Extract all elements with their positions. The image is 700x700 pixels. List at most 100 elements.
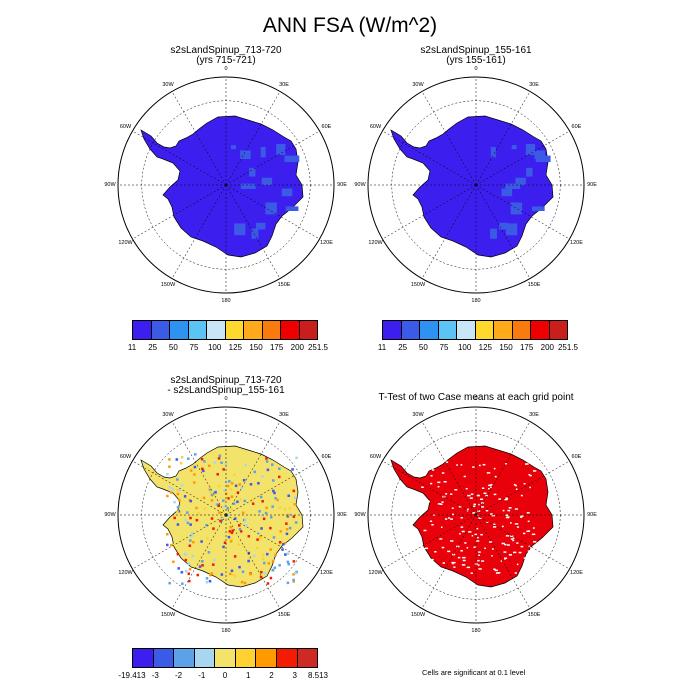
- panel-title-1: s2sLandSpinup_713-720: [170, 45, 282, 56]
- diff-cell: [273, 566, 277, 570]
- insignificant-cell: [450, 493, 453, 495]
- insignificant-cell: [488, 487, 490, 490]
- lon-label-30w: 30W: [162, 411, 174, 418]
- insignificant-cell: [421, 567, 424, 569]
- insignificant-cell: [471, 535, 474, 537]
- insignificant-cell: [481, 560, 485, 562]
- diff-cell: [168, 458, 171, 461]
- insignificant-cell: [440, 526, 443, 529]
- insignificant-cell: [461, 564, 466, 566]
- colorbar-label: 150: [499, 343, 513, 352]
- diff-cell: [179, 461, 183, 465]
- field-patch: [535, 155, 551, 163]
- diff-cell: [274, 553, 277, 556]
- insignificant-cell: [483, 492, 487, 495]
- diff-cell: [247, 535, 251, 538]
- insignificant-cell: [488, 484, 492, 487]
- antarctica-field: [140, 115, 304, 258]
- lon-label-60e: 60E: [571, 124, 582, 130]
- panel-subtitle-3: - s2sLandSpinup_155-161: [167, 385, 285, 396]
- diff-cell: [287, 562, 290, 566]
- diff-cell: [195, 506, 198, 510]
- colorbar-label: 0: [222, 671, 228, 680]
- lon-label-90e: 90E: [337, 512, 347, 518]
- insignificant-cell: [468, 531, 472, 533]
- diff-cell: [198, 565, 202, 568]
- diff-cell: [271, 569, 275, 572]
- diff-cell: [208, 486, 212, 489]
- insignificant-cell: [470, 493, 474, 495]
- diff-cell: [217, 484, 221, 488]
- insignificant-cell: [518, 551, 522, 554]
- diff-cell: [214, 503, 218, 506]
- insignificant-cell: [478, 517, 482, 519]
- insignificant-cell: [490, 486, 492, 489]
- colorbar-label: 8.513: [307, 671, 329, 680]
- insignificant-cell: [430, 475, 433, 477]
- colorbar-box: [153, 649, 175, 667]
- colorbar-box: [457, 321, 476, 339]
- insignificant-cell: [451, 561, 454, 564]
- colorbar-box: [235, 649, 257, 667]
- lon-label-150w: 150W: [410, 282, 426, 289]
- colorbar-label: 200: [540, 343, 555, 352]
- colorbar-left: [132, 320, 318, 340]
- insignificant-cell: [477, 564, 480, 566]
- diff-cell: [212, 563, 215, 566]
- diff-cell: [229, 572, 232, 576]
- diff-cell: [216, 473, 219, 476]
- lon-label-30e: 30E: [279, 81, 289, 88]
- insignificant-cell: [491, 548, 494, 550]
- insignificant-cell: [534, 566, 537, 568]
- diff-cell: [236, 491, 240, 494]
- figure-title: ANN FSA (W/m^2): [262, 14, 438, 37]
- insignificant-cell: [533, 561, 537, 564]
- insignificant-cell: [503, 551, 507, 553]
- field-patch: [511, 145, 517, 150]
- insignificant-cell: [510, 522, 512, 524]
- panel-subtitle-1: (yrs 715-721): [196, 55, 256, 66]
- insignificant-cell: [433, 572, 437, 575]
- insignificant-cell: [474, 533, 477, 536]
- diff-cell: [189, 516, 192, 520]
- lon-label-90w: 90W: [104, 182, 116, 188]
- lon-label-150e: 150E: [277, 612, 291, 619]
- diff-cell: [226, 507, 229, 510]
- insignificant-cell: [504, 558, 506, 560]
- lon-label-0: 0: [474, 396, 478, 402]
- insignificant-cell: [466, 509, 469, 512]
- insignificant-cell: [532, 566, 536, 568]
- diff-cell: [214, 491, 217, 494]
- diff-cell: [230, 531, 234, 535]
- insignificant-cell: [466, 566, 471, 569]
- insignificant-cell: [535, 558, 537, 560]
- diff-cell: [223, 541, 227, 544]
- insignificant-cell: [508, 554, 513, 556]
- diff-cell: [214, 489, 218, 493]
- insignificant-cell: [492, 526, 497, 528]
- diff-cell: [263, 561, 266, 565]
- antarctica-field: [140, 445, 304, 588]
- insignificant-cell: [478, 464, 481, 467]
- diff-cell: [209, 573, 212, 577]
- diff-cell: [233, 555, 237, 558]
- insignificant-cell: [431, 523, 434, 526]
- insignificant-cell: [478, 503, 480, 506]
- diff-cell: [219, 519, 222, 523]
- diff-cell: [169, 491, 173, 494]
- insignificant-cell: [502, 509, 505, 512]
- colorbar-label: 75: [189, 343, 199, 352]
- diff-cell: [249, 572, 252, 576]
- diff-cell: [227, 535, 231, 539]
- field-patch: [276, 143, 286, 155]
- polar-map-3: [117, 406, 335, 624]
- diff-cell: [295, 570, 298, 574]
- colorbar-label: 11: [377, 343, 387, 352]
- diff-cell: [208, 579, 212, 583]
- field-patch: [261, 177, 273, 186]
- diff-cell: [201, 560, 204, 563]
- colorbar-label: 3: [292, 671, 297, 680]
- diff-cell: [166, 472, 169, 476]
- insignificant-cell: [505, 462, 507, 465]
- colorbar-box: [512, 321, 531, 339]
